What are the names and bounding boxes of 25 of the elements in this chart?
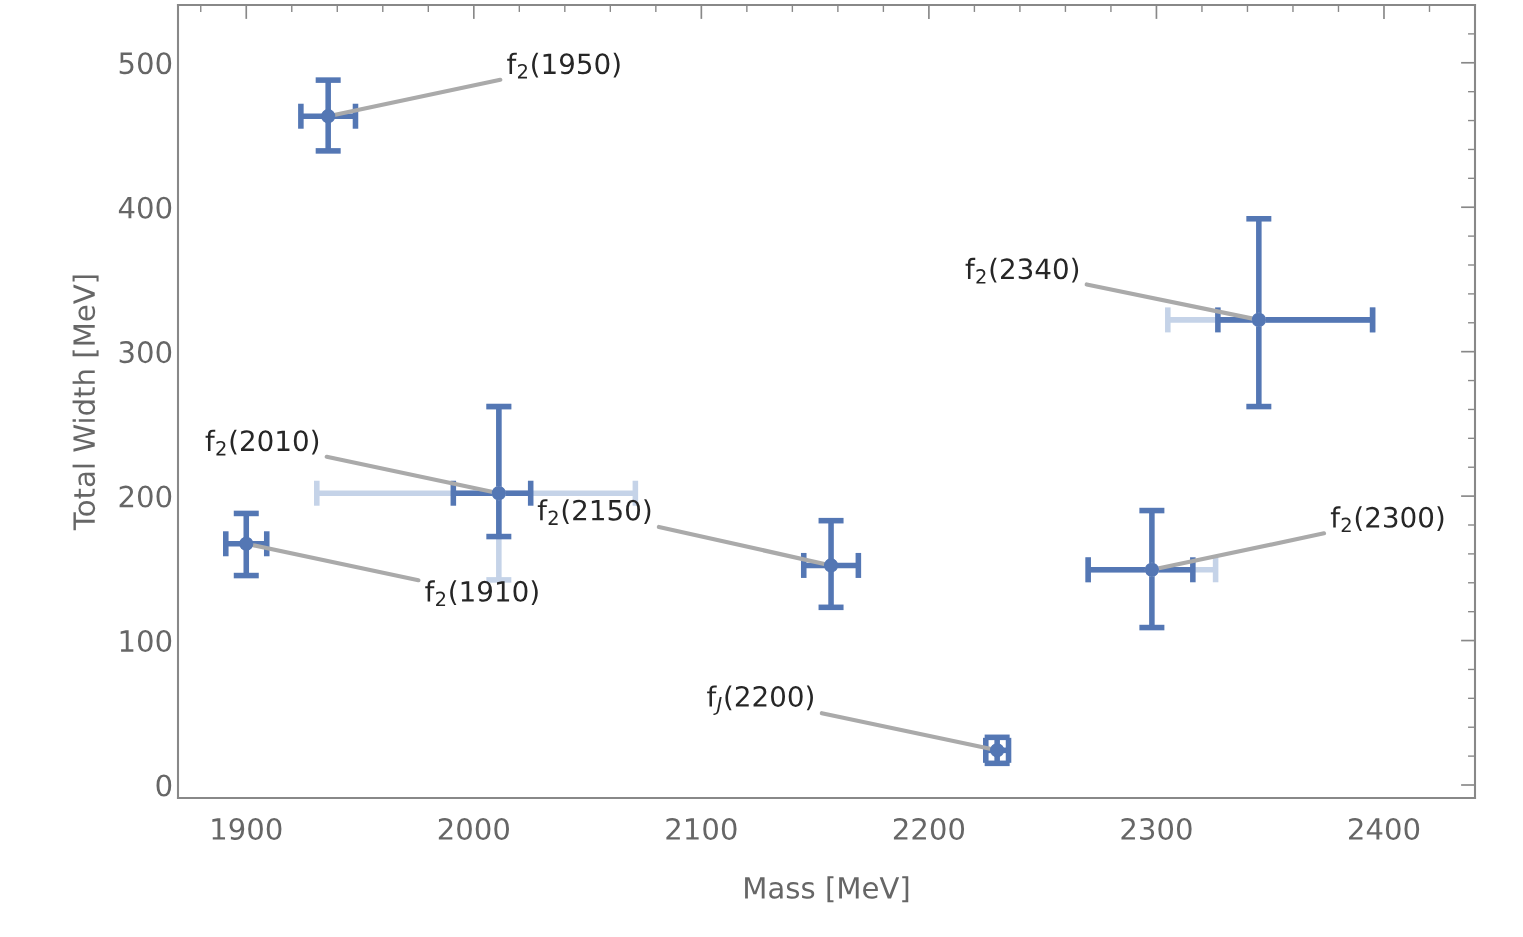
annotation: f$_{2}$(2150) <box>537 499 651 525</box>
x-tick-label: 2400 <box>1349 817 1420 841</box>
y-axis-title: Total Width [MeV] <box>72 275 99 531</box>
x-tick-label: 2200 <box>893 817 965 841</box>
annotation: f$_{J}$(2200) <box>707 685 813 716</box>
annotation: f$_{2}$(2010) <box>205 429 319 456</box>
annotation: f$_{2}$(2340) <box>965 257 1079 284</box>
x-axis-title: Mass [MeV] <box>745 876 909 903</box>
y-tick-label: 300 <box>119 341 172 364</box>
annotation: f$_{2}$(1950) <box>507 52 620 79</box>
point <box>239 536 254 551</box>
x-tick-label: 2100 <box>666 817 737 841</box>
y-tick-label: 200 <box>119 485 172 508</box>
y-tick-label: 100 <box>120 629 172 653</box>
point <box>321 109 336 124</box>
x-tick-label: 2300 <box>1121 817 1192 841</box>
y-tick-label: 500 <box>119 52 172 75</box>
x-tick-label: 1900 <box>212 817 282 841</box>
point <box>823 558 839 573</box>
point <box>990 743 1005 758</box>
annotation: f$_{2}$(1910) <box>425 580 538 606</box>
annotation: f$_{2}$(2300) <box>1330 506 1444 532</box>
y-tick-label: 400 <box>118 196 172 219</box>
x-tick-label: 2000 <box>438 817 509 841</box>
y-tick-label: 0 <box>156 774 172 797</box>
